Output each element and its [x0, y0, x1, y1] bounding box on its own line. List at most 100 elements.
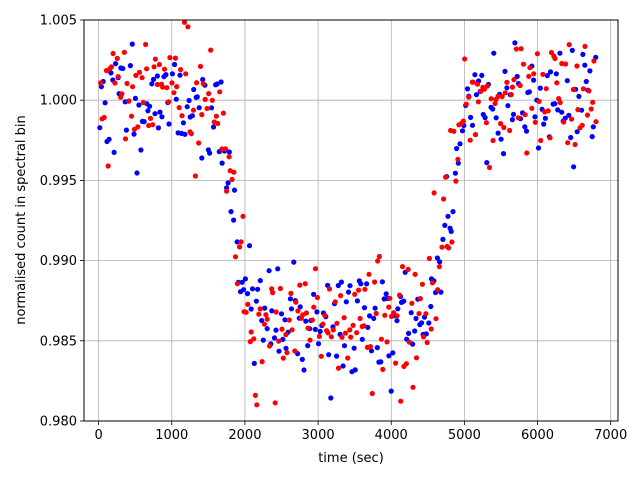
data-point	[403, 361, 409, 367]
data-point	[315, 341, 322, 347]
data-point	[215, 120, 221, 127]
data-point	[161, 66, 168, 72]
data-point	[239, 279, 245, 285]
data-point	[326, 352, 332, 358]
data-point	[446, 245, 452, 251]
data-point	[149, 81, 155, 87]
data-point	[115, 74, 121, 80]
data-point	[347, 283, 353, 289]
plot-frame	[83, 19, 619, 422]
data-point	[200, 81, 206, 87]
data-point	[316, 333, 322, 339]
data-point	[320, 321, 326, 327]
data-point	[356, 287, 362, 293]
data-point	[295, 308, 301, 314]
data-point	[334, 353, 340, 359]
data-point	[366, 271, 372, 277]
data-point	[138, 147, 144, 153]
data-point	[318, 353, 324, 359]
data-point	[580, 86, 587, 92]
data-point	[219, 146, 225, 152]
grid-lines	[84, 19, 618, 422]
data-point	[238, 239, 244, 245]
data-point	[412, 271, 418, 277]
data-point	[278, 311, 285, 317]
data-point	[457, 141, 463, 147]
data-point	[591, 58, 597, 64]
data-point	[332, 299, 338, 305]
data-point	[163, 72, 169, 78]
data-point	[276, 348, 282, 354]
data-point	[146, 122, 152, 129]
data-point	[297, 282, 303, 288]
data-point	[243, 309, 249, 315]
data-point	[106, 136, 112, 142]
data-point	[575, 107, 581, 113]
data-point	[140, 100, 146, 106]
data-point	[561, 119, 567, 125]
data-point	[111, 149, 117, 155]
x-tick-label: 5000	[448, 428, 481, 443]
data-point	[164, 85, 170, 91]
y-axis-label: normalised count in spectral bin	[14, 115, 29, 325]
data-point	[128, 113, 135, 119]
data-point	[303, 318, 309, 324]
data-point	[527, 65, 533, 71]
data-point	[121, 49, 127, 55]
data-point	[371, 315, 377, 321]
data-point	[185, 24, 191, 30]
y-tick-label: 0.995	[40, 174, 77, 189]
data-point	[376, 253, 382, 260]
data-point	[200, 76, 206, 83]
data-point	[197, 63, 204, 69]
data-point	[271, 335, 278, 341]
data-point	[498, 121, 504, 127]
data-point	[102, 100, 108, 106]
data-point	[557, 50, 563, 56]
data-point	[428, 326, 434, 332]
data-point	[405, 266, 411, 272]
data-point	[134, 170, 140, 176]
data-point	[495, 130, 501, 136]
data-point	[178, 67, 184, 73]
data-point	[450, 209, 456, 215]
data-point	[373, 310, 379, 317]
data-point	[223, 146, 229, 152]
data-point	[130, 84, 136, 90]
data-point	[326, 286, 333, 292]
data-point	[218, 79, 224, 85]
data-point	[314, 309, 320, 315]
data-point	[314, 294, 320, 301]
data-point	[467, 137, 473, 143]
data-point	[119, 91, 125, 97]
data-point	[252, 392, 258, 398]
data-point	[419, 281, 425, 287]
x-axis-label: time (sec)	[318, 451, 384, 466]
data-point	[184, 104, 190, 110]
data-point	[166, 121, 172, 127]
data-point	[228, 209, 234, 215]
data-point	[420, 334, 427, 340]
data-point	[247, 339, 253, 345]
data-point	[342, 330, 349, 336]
data-point	[256, 311, 262, 317]
data-point	[532, 119, 538, 125]
data-point	[105, 163, 111, 169]
data-point	[288, 306, 295, 312]
data-point	[417, 296, 423, 302]
data-point	[501, 124, 507, 131]
data-point	[272, 400, 278, 406]
data-point	[534, 51, 541, 57]
data-point	[253, 298, 259, 304]
data-point	[267, 343, 273, 349]
data-point	[354, 330, 360, 336]
data-point	[384, 339, 390, 345]
data-point	[490, 137, 496, 144]
data-point	[208, 105, 215, 111]
data-point	[466, 94, 472, 100]
data-point	[133, 72, 139, 78]
data-point	[345, 289, 352, 295]
data-point	[229, 176, 235, 183]
data-point	[448, 228, 454, 234]
